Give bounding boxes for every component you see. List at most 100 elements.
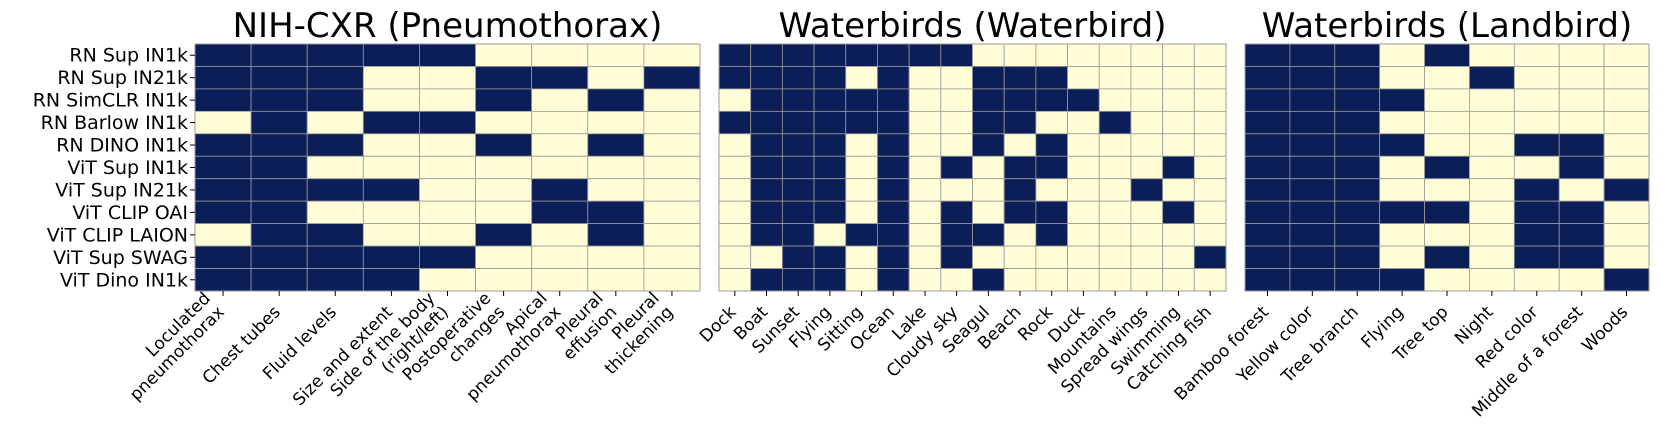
heatmap-cell-vit-clip-laion-loculated-pneumothorax [194, 223, 252, 247]
heatmap-cell-rn-dino-in1k-cloudy-sky [940, 133, 973, 157]
heatmap-cell-vit-clip-laion-rock [1035, 223, 1068, 247]
heatmap-cell-rn-dino-in1k-rock [1035, 133, 1068, 157]
heatmap-cell-rn-sup-in21k-tree-top [1424, 66, 1470, 90]
heatmap-cell-rn-simclr-in1k-spread-wings [1130, 88, 1164, 112]
heatmap-cell-rn-sup-in21k-side-of-the-body-right-left [419, 66, 476, 90]
heatmap-cell-vit-sup-swag-sunset [781, 245, 815, 269]
heatmap-cell-rn-barlow-in1k-duck [1067, 110, 1100, 135]
heatmap-cell-vit-clip-oai-dock [718, 200, 752, 225]
heatmap-cell-rn-sup-in21k-spread-wings [1130, 66, 1164, 90]
heatmap-cell-vit-clip-laion-seagul [972, 223, 1005, 247]
heatmap-cell-vit-sup-in21k-spread-wings [1130, 178, 1164, 202]
heatmap-cell-vit-dino-in1k-flying [1379, 268, 1425, 292]
heatmap-cell-rn-simclr-in1k-pleural-effusion [587, 88, 645, 112]
heatmap-cell-vit-sup-in1k-tree-top [1424, 155, 1470, 180]
heatmap-cell-vit-sup-in1k-middle-of-a-forest [1558, 155, 1605, 180]
heatmap-cell-rn-simclr-in1k-woods [1603, 88, 1650, 112]
heatmap-cell-rn-barlow-in1k-spread-wings [1130, 110, 1164, 135]
heatmap-cell-rn-barlow-in1k-yellow-color [1289, 110, 1336, 135]
heatmap-cell-rn-dino-in1k-beach [1003, 133, 1037, 157]
heatmap-cell-rn-sup-in21k-red-color [1513, 66, 1560, 90]
heatmap-cell-vit-dino-in1k-chest-tubes [250, 268, 308, 292]
heatmap-cell-rn-dino-in1k-duck [1067, 133, 1100, 157]
heatmap-cell-vit-sup-in21k-night [1469, 178, 1515, 202]
heatmap-cell-vit-dino-in1k-pleural-effusion [587, 268, 645, 292]
heatmap-cell-rn-simclr-in1k-ocean [877, 88, 910, 112]
heatmap-cell-rn-sup-in1k-mountains [1098, 43, 1132, 67]
heatmap-cell-rn-sup-in1k-rock [1035, 43, 1068, 67]
heatmap-cell-vit-dino-in1k-pleural-thickening [643, 268, 701, 292]
heatmap-cell-rn-sup-in1k-cloudy-sky [940, 43, 973, 67]
heatmap-cell-vit-sup-in1k-size-and-extent [362, 155, 420, 180]
heatmap-cell-vit-clip-oai-flying [813, 200, 847, 225]
heatmap-cell-rn-barlow-in1k-chest-tubes [250, 110, 308, 135]
heatmap-cell-vit-clip-oai-swimming [1162, 200, 1195, 225]
heatmap-cell-rn-dino-in1k-size-and-extent [362, 133, 420, 157]
y-tick-label: RN SimCLR IN1k [33, 90, 188, 112]
heatmap-cell-rn-sup-in1k-seagul [972, 43, 1005, 67]
heatmap-cell-vit-sup-swag-boat [750, 245, 783, 269]
y-tick-label: ViT Dino IN1k [60, 269, 188, 291]
heatmap-cell-vit-dino-in1k-size-and-extent [362, 268, 420, 292]
heatmap-cell-vit-clip-laion-woods [1603, 223, 1650, 247]
heatmap-cell-rn-dino-in1k-bamboo-forest [1244, 133, 1291, 157]
heatmap-cell-vit-sup-in1k-rock [1035, 155, 1068, 180]
heatmap-cell-rn-dino-in1k-flying [1379, 133, 1425, 157]
heatmap-cell-rn-sup-in1k-boat [750, 43, 783, 67]
heatmap-cell-rn-dino-in1k-spread-wings [1130, 133, 1164, 157]
heatmap-cell-rn-sup-in1k-yellow-color [1289, 43, 1336, 67]
heatmap-cell-vit-sup-swag-mountains [1098, 245, 1132, 269]
heatmap-cell-vit-sup-in1k-loculated-pneumothorax [194, 155, 252, 180]
heatmap-cell-rn-simclr-in1k-tree-branch [1334, 88, 1381, 112]
heatmap-cell-vit-sup-swag-red-color [1513, 245, 1560, 269]
heatmap-cell-rn-barlow-in1k-middle-of-a-forest [1558, 110, 1605, 135]
heatmap-cell-rn-dino-in1k-lake [908, 133, 942, 157]
heatmap-cell-vit-sup-in21k-flying [1379, 178, 1425, 202]
heatmap-cell-vit-dino-in1k-sunset [781, 268, 815, 292]
heatmap-cell-vit-sup-in21k-beach [1003, 178, 1037, 202]
heatmap-cell-rn-barlow-in1k-mountains [1098, 110, 1132, 135]
heatmap-cell-vit-sup-in21k-pleural-thickening [643, 178, 701, 202]
heatmap-cell-rn-simclr-in1k-duck [1067, 88, 1100, 112]
heatmap-cell-vit-clip-laion-yellow-color [1289, 223, 1336, 247]
heatmap-cell-vit-dino-in1k-tree-top [1424, 268, 1470, 292]
heatmap-cell-rn-dino-in1k-sitting [845, 133, 878, 157]
heatmap-cell-vit-sup-swag-postoperative-changes [475, 245, 533, 269]
heatmap-cell-vit-sup-in1k-postoperative-changes [475, 155, 533, 180]
heatmap-cell-rn-barlow-in1k-fluid-levels [306, 110, 364, 135]
heatmap-cell-rn-sup-in21k-fluid-levels [306, 66, 364, 90]
heatmap-cell-vit-dino-in1k-loculated-pneumothorax [194, 268, 252, 292]
heatmap-cell-rn-dino-in1k-tree-branch [1334, 133, 1381, 157]
heatmap-cell-vit-dino-in1k-boat [750, 268, 783, 292]
heatmap-cell-rn-sup-in21k-flying [1379, 66, 1425, 90]
heatmap-cell-rn-barlow-in1k-catching-fish [1193, 110, 1227, 135]
heatmap-cell-vit-sup-in1k-duck [1067, 155, 1100, 180]
heatmap-cell-vit-dino-in1k-red-color [1513, 268, 1560, 292]
heatmap-cell-rn-barlow-in1k-pleural-thickening [643, 110, 701, 135]
y-tick-label: ViT Sup IN21k [55, 179, 188, 201]
heatmap-cell-rn-simclr-in1k-tree-top [1424, 88, 1470, 112]
heatmap-cell-rn-simclr-in1k-dock [718, 88, 752, 112]
heatmap-cell-vit-sup-swag-ocean [877, 245, 910, 269]
heatmap-cell-rn-dino-in1k-sunset [781, 133, 815, 157]
heatmap-cell-rn-barlow-in1k-side-of-the-body-right-left [419, 110, 476, 135]
heatmap-cell-vit-clip-laion-bamboo-forest [1244, 223, 1291, 247]
heatmap-cell-rn-sup-in21k-middle-of-a-forest [1558, 66, 1605, 90]
heatmap-cell-rn-barlow-in1k-rock [1035, 110, 1068, 135]
heatmap-cell-vit-sup-in21k-loculated-pneumothorax [194, 178, 252, 202]
heatmap-cell-rn-barlow-in1k-tree-top [1424, 110, 1470, 135]
heatmap-cell-vit-sup-swag-yellow-color [1289, 245, 1336, 269]
heatmap-cell-vit-dino-in1k-cloudy-sky [940, 268, 973, 292]
heatmap-cell-rn-barlow-in1k-apical-pneumothorax [531, 110, 589, 135]
heatmap-cell-vit-sup-in21k-sitting [845, 178, 878, 202]
heatmap-cell-vit-clip-oai-sitting [845, 200, 878, 225]
heatmap-cell-rn-sup-in1k-flying [1379, 43, 1425, 67]
heatmap-cell-vit-clip-oai-tree-top [1424, 200, 1470, 225]
heatmap-cell-rn-sup-in1k-woods [1603, 43, 1650, 67]
heatmap-cell-rn-sup-in1k-night [1469, 43, 1515, 67]
heatmap-cell-vit-clip-laion-boat [750, 223, 783, 247]
heatmap-cell-rn-dino-in1k-dock [718, 133, 752, 157]
heatmap-cell-rn-barlow-in1k-woods [1603, 110, 1650, 135]
heatmap-cell-vit-clip-laion-dock [718, 223, 752, 247]
heatmap-cell-rn-sup-in1k-sunset [781, 43, 815, 67]
